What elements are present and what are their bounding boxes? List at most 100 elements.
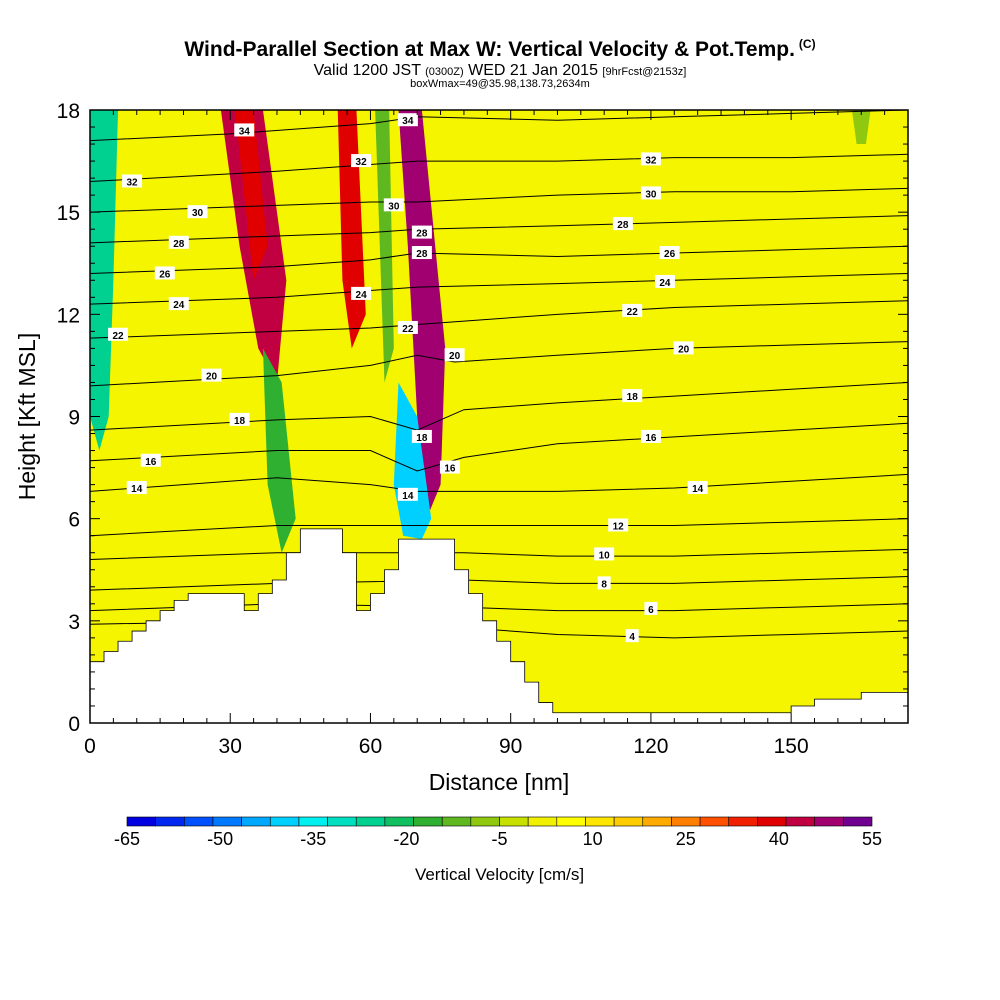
contour-label-20: 20 (678, 344, 690, 355)
contour-label-34-box (397, 113, 418, 127)
contour-label-10: 10 (599, 550, 611, 561)
colorbar-cell-25 (843, 816, 873, 827)
colorbar: -65 -50 -35 -20 -5 10 25 40 55 Vertical Velocity … (114, 816, 882, 884)
contour-label-extra-11-box (351, 154, 372, 168)
theta-contour-24 (90, 272, 908, 305)
colorbar-label-2: -35 (300, 829, 326, 849)
contour-label-extra-0: 32 (127, 178, 139, 189)
updraft-band-3 (398, 110, 446, 519)
contour-label-extra-20-box (397, 487, 418, 501)
contour-label-30: 30 (645, 189, 657, 200)
colorbar-label-0: -65 (114, 829, 140, 849)
contour-label-30-box (640, 186, 661, 200)
colorbar-cell-5 (269, 816, 300, 827)
contour-label-14-box (687, 481, 708, 495)
contour-label-16: 16 (645, 433, 657, 444)
colorbar-label-4: -5 (491, 829, 507, 849)
colorbar-cell-1 (155, 816, 185, 827)
colorbar-cell-16 (585, 816, 615, 827)
subtitle-date: WED 21 Jan 2015 (468, 62, 598, 79)
contour-label-extra-12: 30 (388, 201, 400, 212)
contour-label-20-box (673, 341, 694, 355)
contour-label-34: 34 (402, 116, 414, 127)
downdraft-band-1 (90, 110, 119, 451)
x-tick-label-120: 120 (633, 735, 668, 758)
colorbar-label-1: -50 (207, 829, 233, 849)
chart-subtitle: Valid 1200 JST (0300Z) WED 21 Jan 2015 [… (0, 62, 1000, 80)
colorbar-cell-6 (298, 816, 328, 827)
contour-label-28-box (612, 217, 633, 231)
contour-label-extra-15-box (351, 286, 372, 300)
contour-label-extra-5: 22 (112, 331, 124, 342)
theta-contour-10 (90, 548, 908, 561)
chart-title-text: Wind-Parallel Section at Max W: Vertical… (184, 38, 795, 61)
chart-title-tag: (C) (798, 37, 816, 51)
contour-label-extra-12-box (383, 198, 404, 212)
theta-contour-18 (90, 381, 908, 431)
contour-label-extra-16: 22 (402, 324, 414, 335)
contour-label-4-box (625, 629, 639, 643)
contour-labels: 4 6 8 10 12 14 16 18 20 22 24 26 28 30 32 34 32 30 28 26 24 2… (108, 113, 708, 643)
contour-label-12-box (608, 518, 629, 532)
contour-label-extra-5-box (108, 327, 129, 341)
contour-label-22: 22 (627, 307, 639, 318)
colorbar-cell-3 (212, 816, 242, 827)
x-tick-label-90: 90 (499, 735, 522, 758)
theta-contour-16 (90, 422, 908, 472)
contour-label-extra-2-box (168, 235, 189, 249)
theta-contour-32 (90, 153, 908, 183)
contour-label-extra-10-box (234, 123, 255, 137)
colorbar-cell-13 (499, 816, 529, 827)
contour-label-extra-6: 20 (206, 372, 218, 383)
colorbar-cell-0 (126, 816, 156, 827)
contour-label-16-box (640, 429, 661, 443)
contour-label-10-box (594, 547, 615, 561)
contour-label-extra-9: 14 (131, 484, 143, 495)
theta-contour-20 (90, 341, 908, 387)
contour-label-extra-10: 34 (239, 126, 251, 137)
weak-down-right (851, 110, 871, 145)
colorbar-cell-19 (671, 816, 701, 827)
theta-contour-12 (90, 518, 908, 537)
contour-label-extra-15: 24 (356, 290, 368, 301)
colorbar-cell-2 (184, 816, 214, 827)
contour-label-extra-1: 30 (192, 208, 204, 219)
x-axis-title: Distance [nm] (429, 769, 570, 795)
x-tick-label-0: 0 (84, 735, 96, 758)
contour-label-extra-3: 26 (159, 269, 171, 280)
contour-label-extra-3-box (154, 266, 175, 280)
axes: 0 30 60 90 120 150 0 3 6 9 12 15 18 Distance [nm] Heig… (14, 100, 909, 795)
contour-label-24-box (654, 274, 675, 288)
colorbar-cell-7 (327, 816, 357, 827)
y-tick-label-12: 12 (57, 304, 80, 327)
contour-label-14: 14 (692, 484, 704, 495)
contour-label-extra-18-box (411, 429, 432, 443)
contour-label-extra-2: 28 (173, 239, 185, 250)
y-tick-label-15: 15 (57, 202, 80, 225)
subtitle-utc: (0300Z) (425, 66, 464, 78)
contour-label-extra-6-box (201, 368, 222, 382)
contour-label-extra-16-box (397, 320, 418, 334)
colorbar-cell-14 (527, 816, 558, 827)
contour-label-28: 28 (617, 220, 629, 231)
colorbar-cell-22 (757, 816, 787, 827)
contour-label-extra-11: 32 (356, 157, 368, 168)
terrain-profile (90, 528, 908, 723)
contour-label-12: 12 (613, 521, 625, 532)
colorbar-label-6: 25 (676, 829, 696, 849)
contour-label-extra-7-box (229, 412, 250, 426)
contour-label-18: 18 (627, 392, 639, 403)
theta-contour-22 (90, 300, 908, 339)
updraft-core-1 (234, 110, 268, 281)
contour-label-extra-1-box (187, 205, 208, 219)
terrain (90, 528, 908, 723)
contour-label-extra-7: 18 (234, 416, 246, 427)
colorbar-label-8: 55 (862, 829, 882, 849)
contour-label-extra-8: 16 (145, 457, 157, 468)
contour-label-extra-14-box (411, 246, 432, 260)
contour-label-26-box (659, 246, 680, 260)
contour-label-4: 4 (629, 632, 635, 643)
contour-label-extra-4-box (168, 297, 189, 311)
contour-label-8-box (597, 576, 611, 590)
colorbar-label-5: 10 (583, 829, 603, 849)
